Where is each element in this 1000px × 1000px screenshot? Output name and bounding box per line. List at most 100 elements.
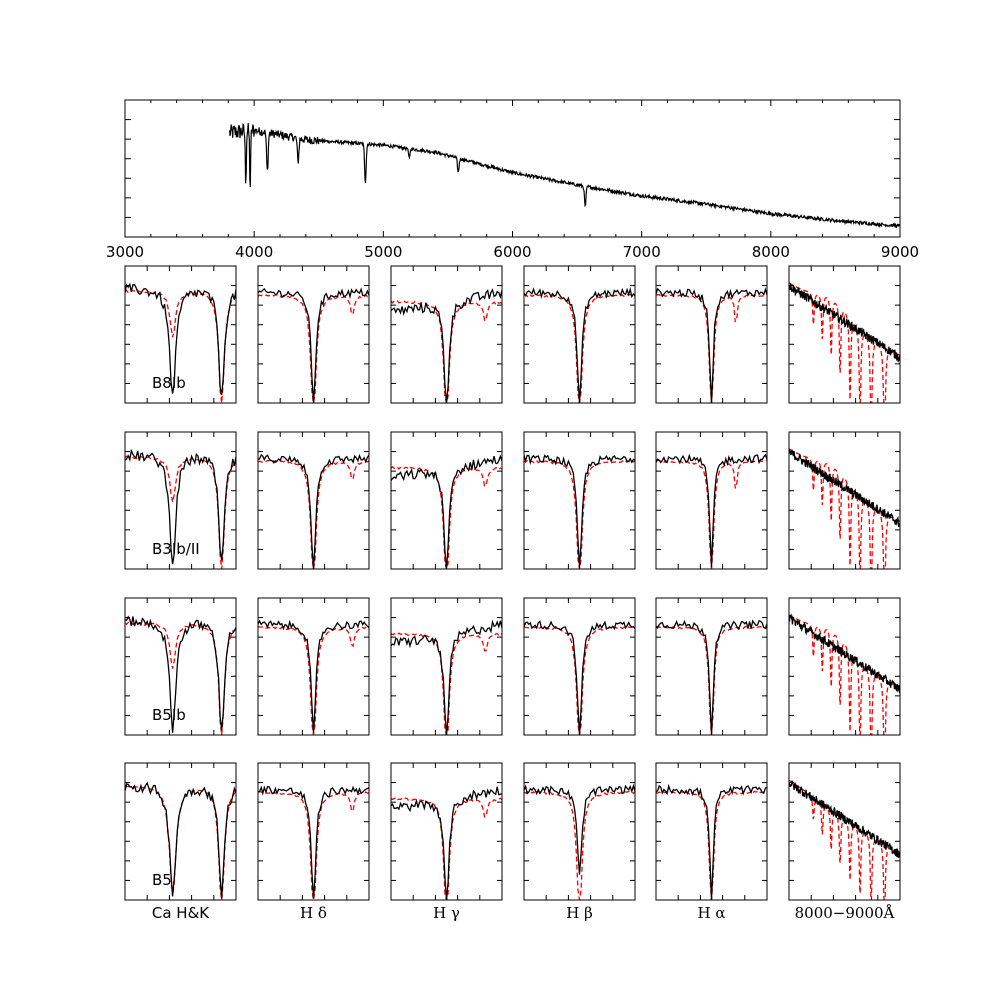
zoom-panel [390, 431, 503, 570]
model-series-line [258, 790, 369, 900]
zoom-panel [257, 431, 370, 570]
model-series-line [391, 466, 502, 569]
full-spectrum-frame [124, 99, 901, 238]
zoom-panel: B5Ib [124, 597, 237, 736]
column-label: H α [698, 904, 726, 922]
x-tick-label: 4000 [235, 243, 273, 261]
model-series-line [656, 293, 767, 403]
observed-series-line [391, 786, 502, 900]
observed-series-line [789, 613, 900, 694]
observed-series-line [524, 783, 635, 875]
zoom-panel [655, 597, 768, 736]
model-series-line [258, 625, 369, 735]
zoom-panel-frame [655, 597, 768, 736]
observed-series-line [258, 619, 369, 733]
zoom-panel [523, 597, 636, 736]
model-series-line [258, 459, 369, 569]
zoom-panel [390, 762, 503, 901]
model-series-line [789, 448, 900, 569]
zoom-panel-frame [788, 597, 901, 736]
zoom-panel-frame [124, 265, 237, 404]
x-tick-label: 9000 [881, 243, 919, 261]
model-series-line [125, 785, 236, 900]
model-series-line [524, 790, 635, 900]
observed-series-line [125, 781, 236, 899]
zoom-panel [523, 265, 636, 404]
zoom-panel-frame [788, 431, 901, 570]
zoom-panel-frame [124, 431, 237, 570]
model-series-line [656, 459, 767, 569]
zoom-panel [655, 431, 768, 570]
observed-series-line [789, 449, 900, 528]
zoom-panel [257, 597, 370, 736]
observed-series-line [125, 615, 236, 733]
zoom-panel [390, 597, 503, 736]
zoom-panel-frame [523, 597, 636, 736]
zoom-panel-frame [390, 431, 503, 570]
row-label: B5 [152, 871, 172, 889]
zoom-panel [788, 597, 901, 736]
zoom-panel-frame [390, 265, 503, 404]
observed-series-line [656, 783, 767, 900]
zoom-panel-frame [124, 597, 237, 736]
observed-series-line [656, 287, 767, 403]
column-label: H γ [433, 904, 460, 922]
column-label: 8000−9000Å [795, 904, 895, 922]
zoom-panel-frame [655, 762, 768, 901]
zoom-panel: B3Ib/II [124, 431, 237, 570]
observed-series-line [258, 287, 369, 403]
model-series-line [524, 625, 635, 735]
column-labels: Ca H&K H δ H γ H β H α 8000−9000Å [152, 904, 895, 922]
x-tick-label: 7000 [623, 243, 661, 261]
x-tick-label: 8000 [752, 243, 790, 261]
observed-series-line [125, 282, 236, 396]
zoom-panel [523, 762, 636, 901]
model-series-line [524, 293, 635, 403]
zoom-panel-grid: B8Ib B3Ib/II B5Ib B5 [124, 265, 901, 901]
model-series-line [391, 797, 502, 900]
model-series-line [391, 632, 502, 735]
model-series-line [656, 625, 767, 735]
column-label: Ca H&K [152, 904, 210, 922]
observed-series-line [391, 288, 502, 403]
zoom-panel-frame [257, 431, 370, 570]
observed-series-line [524, 286, 635, 403]
model-series-line [524, 459, 635, 569]
zoom-panel [390, 265, 503, 404]
zoom-panel-frame [788, 762, 901, 901]
column-label: H β [566, 904, 593, 922]
zoom-panel-frame [124, 762, 237, 901]
x-tick-label: 5000 [364, 243, 402, 261]
x-tick-label: 3000 [106, 243, 144, 261]
model-series-line [656, 790, 767, 900]
observed-series-line [789, 283, 900, 363]
zoom-panel-frame [788, 265, 901, 404]
zoom-panel-frame [655, 431, 768, 570]
observed-series-line [258, 785, 369, 899]
zoom-panel-frame [523, 762, 636, 901]
zoom-panel [655, 762, 768, 901]
column-label: H δ [300, 904, 327, 922]
observed-series-line [391, 619, 502, 735]
full-spectrum-series-line [229, 122, 901, 229]
model-series-line [125, 621, 236, 735]
zoom-panel-frame [523, 265, 636, 404]
model-series-line [789, 282, 900, 403]
zoom-panel-frame [257, 762, 370, 901]
zoom-panel-frame [257, 597, 370, 736]
observed-series-line [656, 619, 767, 735]
observed-series-line [125, 448, 236, 565]
row-label: B3Ib/II [152, 540, 200, 558]
zoom-panel-frame [523, 431, 636, 570]
zoom-panel-frame [390, 762, 503, 901]
observed-series-line [258, 453, 369, 569]
row-label: B8Ib [152, 374, 186, 392]
zoom-panel [788, 762, 901, 901]
model-series-line [258, 293, 369, 403]
zoom-panel [257, 265, 370, 404]
zoom-panel-frame [655, 265, 768, 404]
model-series-line [789, 614, 900, 735]
model-series-line [391, 300, 502, 403]
observed-series-line [524, 454, 635, 568]
